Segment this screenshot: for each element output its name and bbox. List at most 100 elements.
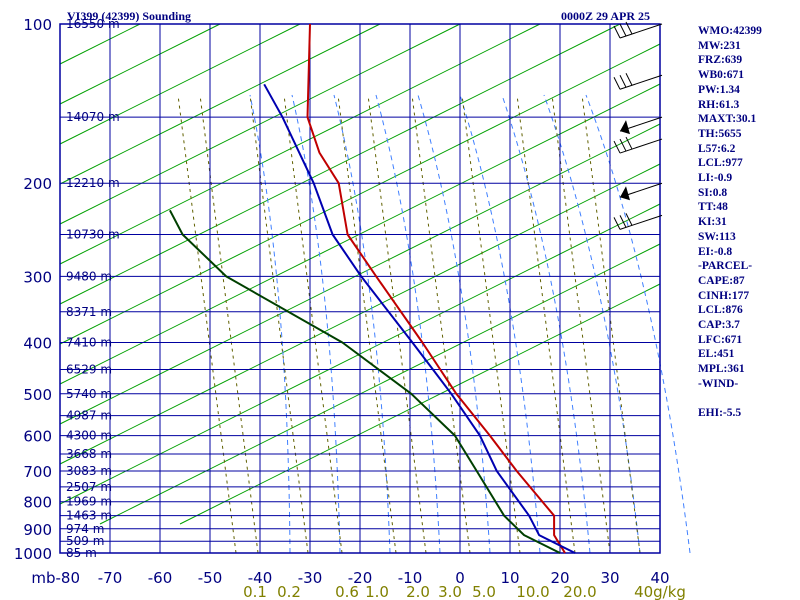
wind-barb-feather [625, 73, 633, 86]
height-level-label: 85 m [66, 546, 97, 560]
wind-barb-feather [613, 25, 621, 39]
moist-adiabat-line [501, 94, 591, 554]
dewpoint-profile-line [169, 209, 561, 554]
mixing-ratio-line [199, 94, 259, 554]
wind-barb-feather [613, 140, 621, 154]
height-level-label: 16550 m [66, 17, 120, 31]
wind-barb-staff [619, 23, 663, 39]
sounding-index-item: -PARCEL- [698, 260, 753, 273]
plot-frame [59, 23, 661, 554]
mixing-ratio-tick-label: 0.1 [243, 583, 267, 600]
height-level-label: 6529 m [66, 363, 112, 377]
pressure-tick-label: 400 [23, 334, 52, 352]
wind-barb-staff [619, 214, 663, 230]
sounding-index-item: PW:1.34 [698, 83, 740, 96]
sounding-index-item: EHI:-5.5 [698, 407, 742, 420]
temperature-tick-label: 30 [600, 569, 619, 587]
moist-adiabat-line [459, 94, 541, 554]
sounding-profiles [169, 23, 576, 554]
sounding-index-item: SI:0.8 [698, 186, 728, 199]
dry-adiabat-line [59, 23, 541, 265]
height-level-label: 974 m [66, 522, 104, 536]
sounding-index-item: RH:61.3 [698, 98, 740, 111]
wind-barb-feather [619, 23, 627, 37]
sounding-index-item: TH:5655 [698, 127, 742, 140]
sounding-index-item: LCL:876 [698, 304, 743, 317]
temperature-tick-label: 40 [650, 569, 669, 587]
wind-barb-feather [613, 77, 621, 90]
sounding-index-item: MPL:361 [698, 363, 745, 376]
temperature-tick-label: 10 [500, 569, 519, 587]
wind-barb-feather [619, 75, 627, 88]
pressure-tick-label: 100 [23, 16, 52, 34]
grid-lines [59, 23, 661, 554]
mixing-ratio-line [461, 94, 521, 554]
mixing-ratio-line [581, 94, 641, 554]
sounding-index-item [698, 392, 762, 407]
height-level-label: 4300 m [66, 429, 112, 443]
dry-adiabat-line [59, 23, 221, 105]
temperature-tick-label: -60 [148, 569, 173, 587]
parcel-profile-line [263, 83, 576, 554]
wind-barb-pennant [620, 186, 630, 201]
sounding-index-item: KI:31 [698, 216, 727, 229]
temperature-tick-label: -50 [198, 569, 223, 587]
wind-barb-feather [619, 138, 627, 152]
temperature-profile-line [306, 23, 566, 554]
dry-adiabat-line [59, 23, 141, 65]
height-level-label: 509 m [66, 534, 104, 548]
sounding-index-item: MAXT:30.1 [698, 113, 757, 126]
wind-barb-pennant [620, 120, 630, 135]
wind-barb-feather [619, 215, 627, 228]
moist-adiabat-line [585, 94, 691, 554]
height-level-label: 14070 m [66, 110, 120, 124]
moist-adiabat-line [417, 94, 491, 554]
height-level-label: 4987 m [66, 409, 112, 423]
sounding-index-item: EL:451 [698, 348, 735, 361]
wind-barb-feather [613, 217, 621, 230]
moist-adiabat-line [333, 94, 391, 554]
temperature-tick-label: -20 [348, 569, 373, 587]
mixing-ratio-line [177, 94, 237, 554]
mixing-ratio-tick-label: 2.0 [406, 583, 430, 600]
height-level-label: 2507 m [66, 480, 112, 494]
pressure-tick-label: 200 [23, 175, 52, 193]
temperature-tick-label: -10 [398, 569, 423, 587]
wind-barb-staff [619, 138, 663, 154]
mixing-ratio-tick-label: 3.0 [438, 583, 462, 600]
mixing-ratio-line [337, 94, 397, 554]
pressure-tick-label: 300 [23, 268, 52, 286]
height-level-label: 8371 m [66, 305, 112, 319]
moist-adiabat-line [375, 94, 441, 554]
sounding-index-item: EI:-0.8 [698, 245, 733, 258]
pressure-tick-label: 700 [23, 463, 52, 481]
sounding-index-item: SW:113 [698, 230, 736, 243]
chart-title: VI399 (42399) Sounding [67, 9, 192, 23]
height-level-label: 5740 m [66, 387, 112, 401]
dry-adiabat-line [59, 23, 381, 185]
temperature-tick-label: -70 [98, 569, 123, 587]
mixing-ratio-tick-label: 0.6 [335, 583, 359, 600]
height-level-label: 12210 m [66, 176, 120, 190]
temperature-tick-label: 0 [455, 569, 465, 587]
wind-barbs [613, 21, 663, 230]
wind-barb-feather [625, 21, 633, 35]
mixing-ratio-tick-label: 40g/kg [634, 583, 686, 600]
sounding-index-item: FRZ:639 [698, 54, 743, 67]
height-level-label: 3083 m [66, 464, 112, 478]
mixing-ratio-tick-label: 5.0 [472, 583, 496, 600]
dry-adiabat-line [59, 23, 301, 145]
mixing-ratio-tick-label: 10.0 [516, 583, 549, 600]
height-level-label: 7410 m [66, 335, 112, 349]
moist-adiabat-line [543, 94, 641, 554]
height-level-label: 1969 m [66, 495, 112, 509]
mixing-ratio-tick-label: 20.0 [563, 583, 596, 600]
moist-adiabat-line [291, 94, 341, 554]
moist-adiabat-line [249, 94, 291, 554]
sounding-index-item: LFC:671 [698, 333, 743, 346]
moist-adiabat-lines [249, 94, 691, 554]
sounding-index-item: WMO:42399 [698, 25, 762, 37]
sounding-index-item: CAP:3.7 [698, 319, 740, 332]
